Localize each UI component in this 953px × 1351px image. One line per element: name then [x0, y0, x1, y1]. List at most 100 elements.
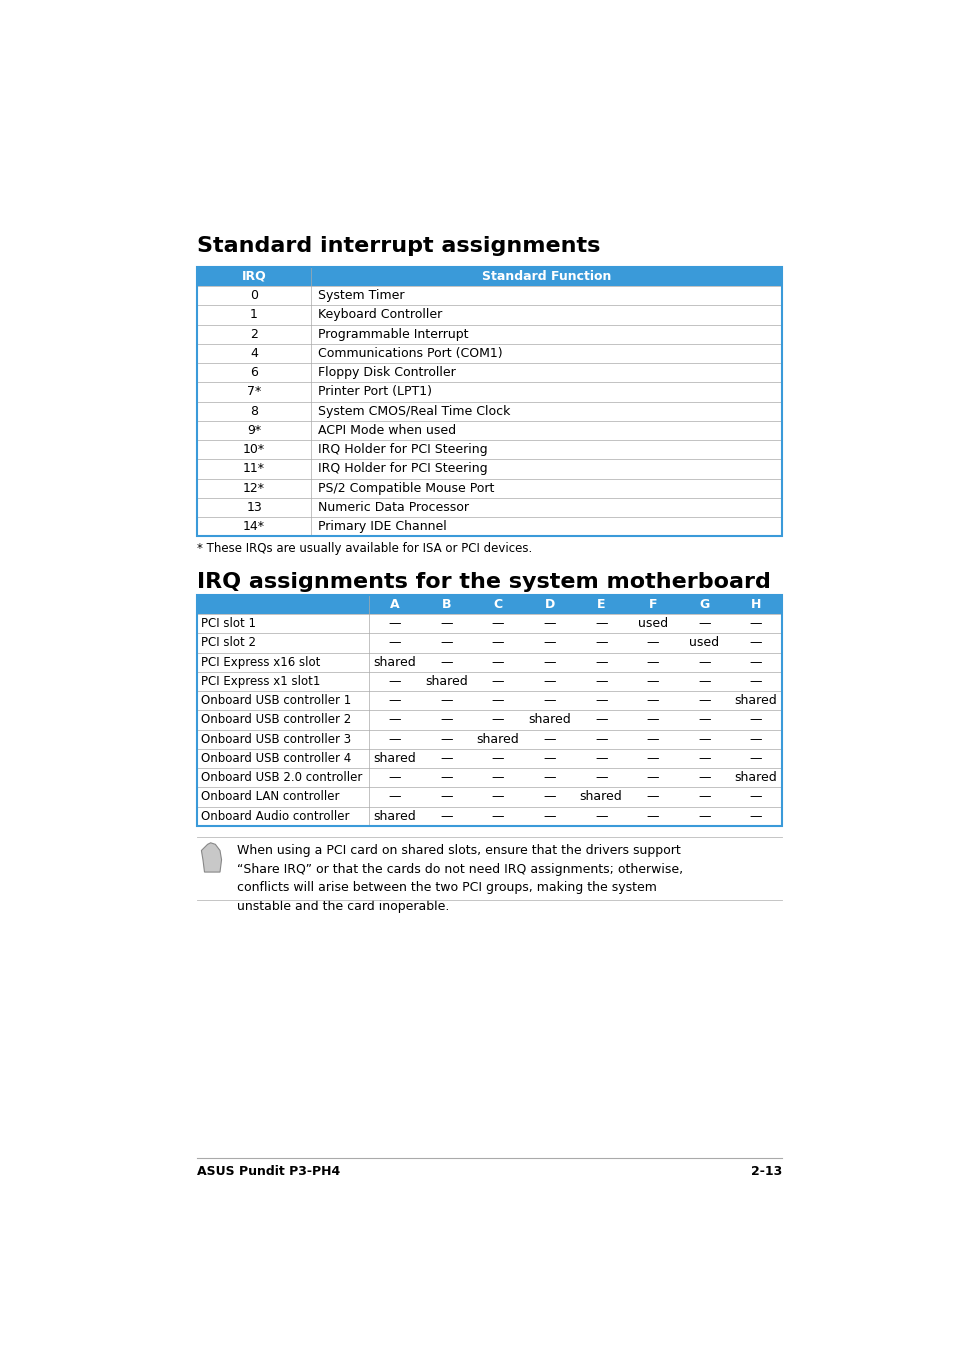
Text: A: A — [390, 598, 399, 611]
Text: Onboard LAN controller: Onboard LAN controller — [201, 790, 339, 804]
Text: —: — — [542, 617, 556, 630]
Text: B: B — [441, 598, 451, 611]
Text: —: — — [749, 713, 761, 727]
Text: G: G — [699, 598, 709, 611]
Text: —: — — [491, 655, 503, 669]
Text: Standard Function: Standard Function — [481, 270, 611, 282]
Text: —: — — [491, 753, 503, 765]
Text: —: — — [698, 617, 710, 630]
Text: ACPI Mode when used: ACPI Mode when used — [317, 424, 456, 436]
Text: —: — — [595, 809, 607, 823]
Text: Floppy Disk Controller: Floppy Disk Controller — [317, 366, 455, 380]
Text: 13: 13 — [246, 501, 262, 513]
Text: —: — — [439, 713, 452, 727]
Text: —: — — [491, 809, 503, 823]
Text: —: — — [595, 655, 607, 669]
Text: PCI slot 2: PCI slot 2 — [201, 636, 256, 650]
Text: shared: shared — [528, 713, 570, 727]
Text: 14*: 14* — [243, 520, 265, 534]
Text: Standard interrupt assignments: Standard interrupt assignments — [196, 236, 599, 257]
Text: —: — — [491, 636, 503, 650]
Text: PS/2 Compatible Mouse Port: PS/2 Compatible Mouse Port — [317, 482, 494, 494]
Text: —: — — [491, 771, 503, 784]
Text: Onboard USB controller 3: Onboard USB controller 3 — [201, 732, 351, 746]
Text: —: — — [388, 713, 400, 727]
Text: PCI Express x1 slot1: PCI Express x1 slot1 — [201, 676, 320, 688]
Text: shared: shared — [476, 732, 518, 746]
Text: —: — — [542, 655, 556, 669]
Text: shared: shared — [373, 753, 416, 765]
Text: Primary IDE Channel: Primary IDE Channel — [317, 520, 446, 534]
Text: 2-13: 2-13 — [750, 1166, 781, 1178]
Text: Onboard Audio controller: Onboard Audio controller — [201, 809, 350, 823]
Text: —: — — [388, 694, 400, 707]
Text: —: — — [698, 713, 710, 727]
Text: —: — — [646, 771, 659, 784]
Text: Printer Port (LPT1): Printer Port (LPT1) — [317, 385, 431, 399]
Text: IRQ Holder for PCI Steering: IRQ Holder for PCI Steering — [317, 443, 487, 457]
Text: —: — — [491, 713, 503, 727]
Text: —: — — [388, 617, 400, 630]
Text: —: — — [749, 655, 761, 669]
Text: IRQ Holder for PCI Steering: IRQ Holder for PCI Steering — [317, 462, 487, 476]
Text: IRQ assignments for the system motherboard: IRQ assignments for the system motherboa… — [196, 571, 770, 592]
Text: —: — — [646, 713, 659, 727]
Text: —: — — [698, 694, 710, 707]
Text: 0: 0 — [250, 289, 258, 303]
Text: —: — — [595, 617, 607, 630]
Text: —: — — [646, 790, 659, 804]
Text: —: — — [698, 790, 710, 804]
Text: PCI slot 1: PCI slot 1 — [201, 617, 256, 630]
Text: —: — — [439, 790, 452, 804]
Text: 1: 1 — [250, 308, 257, 322]
Text: —: — — [646, 809, 659, 823]
Text: —: — — [439, 753, 452, 765]
Text: —: — — [646, 655, 659, 669]
Text: shared: shared — [424, 676, 467, 688]
Text: —: — — [439, 809, 452, 823]
Text: —: — — [698, 655, 710, 669]
Text: —: — — [595, 713, 607, 727]
Text: 6: 6 — [250, 366, 257, 380]
Text: 10*: 10* — [243, 443, 265, 457]
Text: —: — — [646, 694, 659, 707]
Text: —: — — [388, 790, 400, 804]
Text: Onboard USB controller 2: Onboard USB controller 2 — [201, 713, 352, 727]
Text: Onboard USB 2.0 controller: Onboard USB 2.0 controller — [201, 771, 362, 784]
Polygon shape — [201, 843, 221, 871]
Bar — [196, 267, 781, 536]
Text: System CMOS/Real Time Clock: System CMOS/Real Time Clock — [317, 405, 510, 417]
Text: —: — — [595, 694, 607, 707]
Text: —: — — [388, 771, 400, 784]
Text: —: — — [698, 676, 710, 688]
Text: C: C — [493, 598, 502, 611]
Text: —: — — [439, 617, 452, 630]
Text: Numeric Data Processor: Numeric Data Processor — [317, 501, 468, 513]
Text: —: — — [595, 676, 607, 688]
Text: —: — — [542, 636, 556, 650]
Text: —: — — [491, 676, 503, 688]
Text: 8: 8 — [250, 405, 258, 417]
Text: —: — — [542, 753, 556, 765]
Text: F: F — [648, 598, 657, 611]
Text: 7*: 7* — [247, 385, 261, 399]
Text: —: — — [749, 617, 761, 630]
Text: When using a PCI card on shared slots, ensure that the drivers support
“Share IR: When using a PCI card on shared slots, e… — [236, 844, 682, 913]
Text: —: — — [646, 636, 659, 650]
Text: —: — — [439, 732, 452, 746]
Text: —: — — [698, 809, 710, 823]
Text: —: — — [542, 771, 556, 784]
Text: E: E — [597, 598, 605, 611]
Bar — [196, 594, 781, 825]
Text: shared: shared — [373, 655, 416, 669]
Text: —: — — [491, 694, 503, 707]
Text: —: — — [542, 732, 556, 746]
Text: shared: shared — [734, 771, 777, 784]
Text: —: — — [439, 655, 452, 669]
Text: Keyboard Controller: Keyboard Controller — [317, 308, 441, 322]
Text: Programmable Interrupt: Programmable Interrupt — [317, 328, 468, 340]
Text: —: — — [749, 790, 761, 804]
Text: —: — — [749, 676, 761, 688]
Text: —: — — [698, 753, 710, 765]
Text: —: — — [388, 676, 400, 688]
